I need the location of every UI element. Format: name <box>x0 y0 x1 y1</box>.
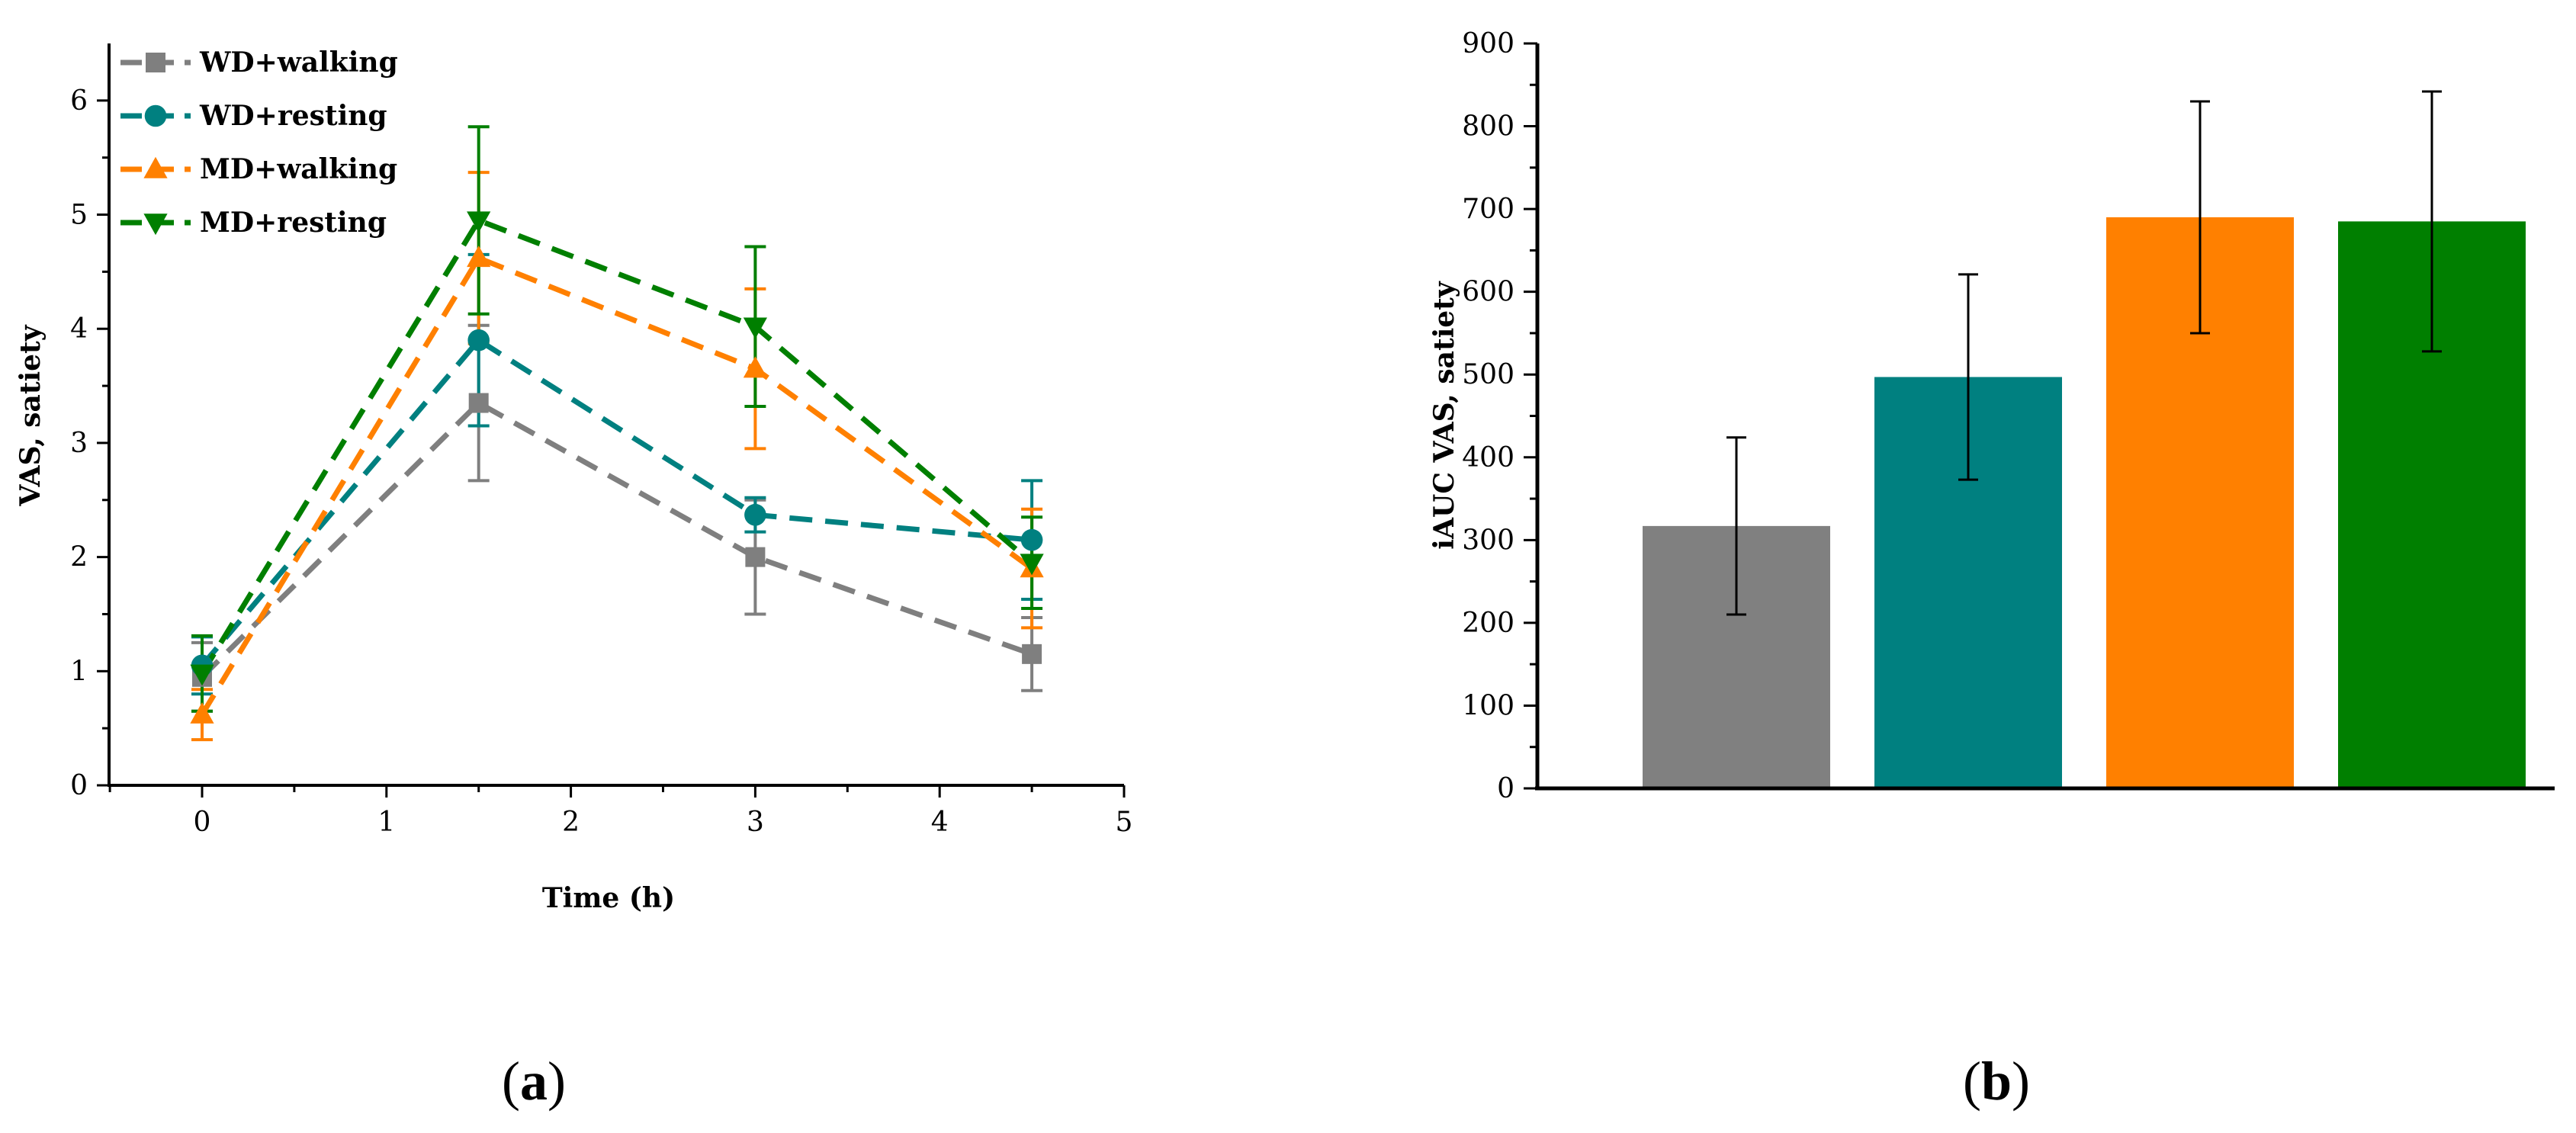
x-tick-label: 2 <box>562 807 580 838</box>
data-point-md-walking <box>743 356 767 378</box>
series-line-md-resting <box>200 217 1034 676</box>
y-tick-label: 3 <box>70 428 88 459</box>
y-tick-label: 100 <box>1462 690 1514 721</box>
legend-marker-wd-walking <box>146 53 165 72</box>
panel-label-b: (b) <box>1963 1051 2030 1112</box>
data-point-md-resting <box>190 664 214 686</box>
data-point-md-walking <box>190 701 214 724</box>
ticks: 0 100 200 300 400 500 600 700 800 900 <box>1462 28 1537 804</box>
panel-letter-b: b <box>1981 1051 2012 1112</box>
x-tick-label: 0 <box>194 807 211 838</box>
data-point-md-resting <box>743 317 767 339</box>
y-tick-label: 500 <box>1462 359 1514 390</box>
panel-label-a: (a) <box>502 1051 566 1112</box>
series-line-wd-walking <box>200 400 1033 679</box>
x-tick-label: 1 <box>377 807 395 838</box>
y-tick-label: 800 <box>1462 111 1514 143</box>
y-tick-label: 900 <box>1462 28 1514 59</box>
bars <box>1643 217 2526 789</box>
ticks: 0 1 2 3 4 5 0 1 2 3 4 5 6 <box>70 85 1132 838</box>
data-point-md-walking <box>467 246 491 268</box>
data-point-wd-walking <box>468 393 489 413</box>
axes <box>108 43 1124 787</box>
data-point-md-resting <box>1020 554 1044 576</box>
y-tick-label: 5 <box>70 200 88 231</box>
legend-marker-md-walking <box>143 156 168 178</box>
y-tick-label: 600 <box>1462 277 1514 308</box>
line-chart-vas-satiety: 0 1 2 3 4 5 0 1 2 3 4 5 6 Time (h) VAS, satiety WD+w… <box>14 43 1132 1112</box>
legend-marker-md-resting <box>143 213 168 236</box>
y-tick-label: 4 <box>70 313 88 345</box>
y-tick-label: 400 <box>1462 442 1514 473</box>
bar-chart-iauc-vas-satiety: 0 100 200 300 400 500 600 700 800 900 iAUC VAS, s… <box>1428 28 2555 1112</box>
error-bars <box>1726 90 2442 616</box>
y-axis-title: iAUC VAS, satiety <box>1428 281 1460 549</box>
y-tick-label: 0 <box>1497 773 1514 804</box>
data-point-wd-resting <box>1020 528 1043 551</box>
series-line-md-walking <box>200 255 1034 717</box>
x-axis-title: Time (h) <box>542 882 675 914</box>
y-axis-title: VAS, satiety <box>14 324 47 506</box>
legend-label-wd-walking: WD+walking <box>199 47 398 79</box>
y-tick-label: 2 <box>70 542 88 573</box>
x-tick-label: 3 <box>747 807 764 838</box>
legend-label-md-walking: MD+walking <box>200 153 397 185</box>
y-tick-label: 0 <box>70 770 88 801</box>
y-tick-label: 200 <box>1462 608 1514 639</box>
legend-label-wd-resting: WD+resting <box>199 100 387 132</box>
legend-marker-wd-resting <box>144 104 167 127</box>
data-point-wd-walking <box>745 547 766 567</box>
data-point-wd-resting <box>744 503 766 526</box>
x-tick-label: 5 <box>1116 807 1133 838</box>
y-tick-label: 300 <box>1462 525 1514 556</box>
y-tick-label: 6 <box>70 85 88 117</box>
legend-label-md-resting: MD+resting <box>200 207 387 239</box>
legend-item-wd-resting: WD+resting <box>120 100 387 132</box>
y-tick-label: 700 <box>1462 194 1514 225</box>
data-point-wd-resting <box>467 329 490 351</box>
series-lines <box>200 217 1034 717</box>
legend-item-md-resting: MD+resting <box>120 207 387 239</box>
data-point-wd-walking <box>1022 644 1042 664</box>
data-point-md-resting <box>467 211 491 233</box>
legend-item-md-walking: MD+walking <box>120 153 397 185</box>
series-line-wd-resting <box>200 336 1033 668</box>
panel-letter-a: a <box>520 1051 548 1112</box>
x-tick-label: 4 <box>931 807 949 838</box>
legend-item-wd-walking: WD+walking <box>120 47 398 79</box>
y-tick-label: 1 <box>70 656 88 687</box>
legend: WD+walking WD+resting MD+walking MD+resting <box>120 47 398 239</box>
series-markers <box>190 211 1044 724</box>
